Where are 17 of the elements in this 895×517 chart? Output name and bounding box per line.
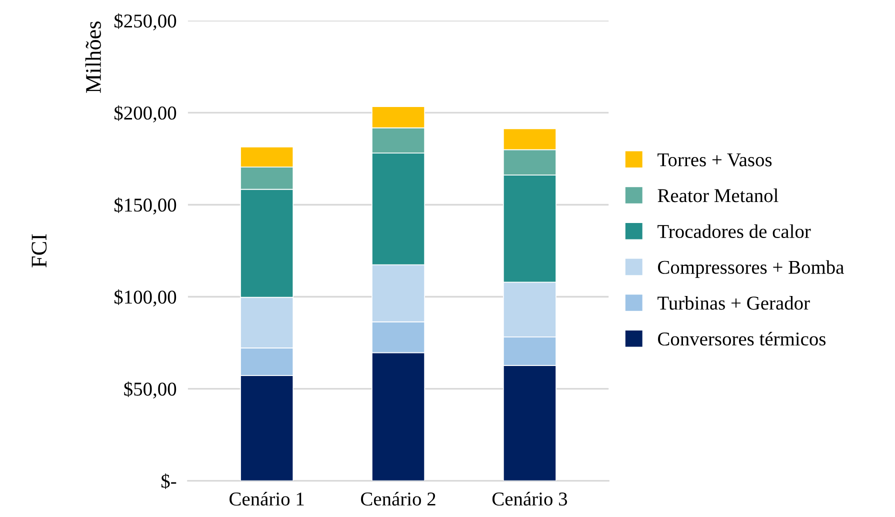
y-tick-label: $250,00 [114,13,176,30]
legend-label: Turbinas + Gerador [658,296,810,310]
y-tick-label: $150,00 [114,197,176,214]
y-tick-label: $200,00 [114,105,176,122]
y-axis-title: FCI [32,234,47,268]
legend-label: Conversores térmicos [658,332,826,346]
legend-label: Reator Metanol [658,188,778,202]
y-tick-label: $- [161,473,176,490]
legend-label: Compressores + Bomba [658,260,844,278]
legend-label: Trocadores de calor [658,224,811,238]
y-tick-label: $50,00 [124,381,176,399]
x-tick-label: Cenário 3 [492,492,568,506]
legend-label: Torres + Vasos [658,153,772,166]
text: Milhões [85,21,101,93]
x-tick-label: Cenário 2 [361,492,436,506]
x-tick-label: Cenário 1 [230,492,304,506]
y-tick-label: $100,00 [114,289,176,306]
